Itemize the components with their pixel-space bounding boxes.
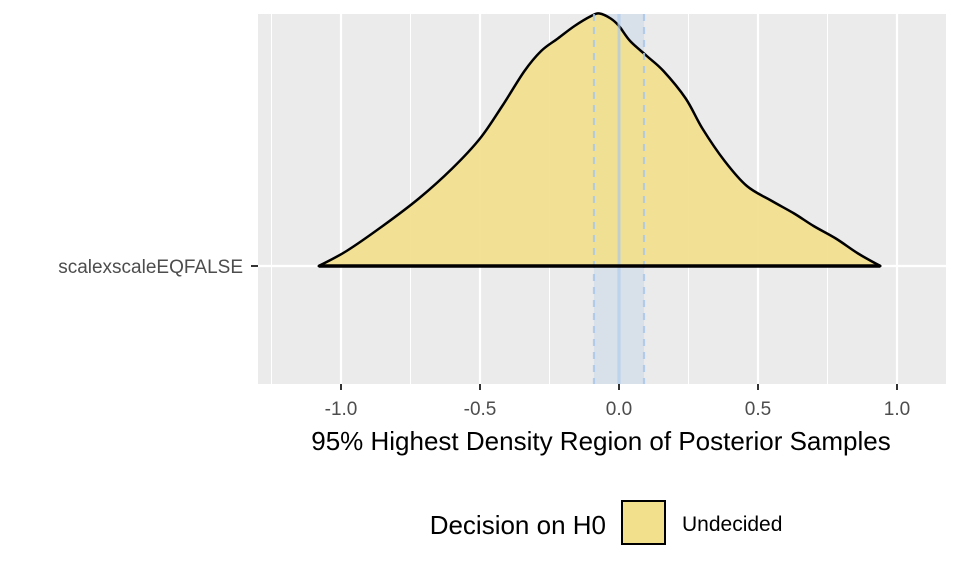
legend-key-undecided (621, 500, 666, 545)
x-tick-label: 0.0 (606, 399, 632, 420)
x-tick-label: 0.5 (745, 399, 771, 420)
x-tick-label: 1.0 (884, 399, 910, 420)
x-tick-label: -0.5 (464, 399, 497, 420)
legend-title: Decision on H0 (430, 510, 606, 540)
x-axis-ticks: -1.0 -0.5 0.0 0.5 1.0 (325, 384, 910, 420)
x-tick-label: -1.0 (325, 399, 358, 420)
legend-label-undecided: Undecided (682, 513, 782, 536)
density-ridge-undecided (317, 12, 882, 268)
x-axis-title: 95% Highest Density Region of Posterior … (311, 426, 891, 456)
y-axis-ticks: scalexscaleEQFALSE (58, 257, 258, 278)
y-category-label: scalexscaleEQFALSE (58, 257, 243, 278)
